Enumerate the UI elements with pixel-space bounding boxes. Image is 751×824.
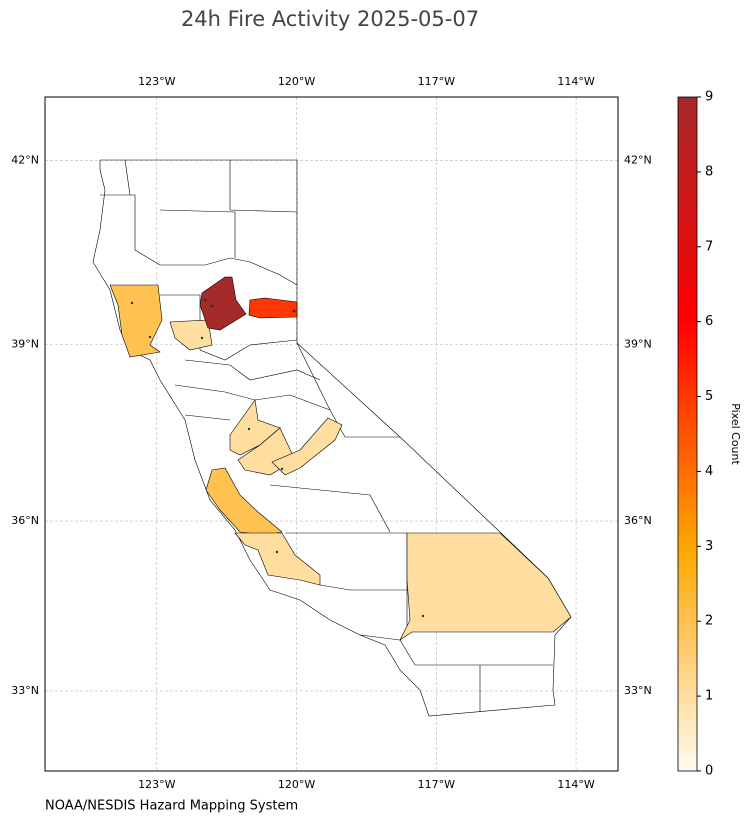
county-lines (319, 584, 407, 591)
detection (292, 309, 296, 313)
county-region (234, 532, 321, 586)
county-lines (159, 209, 236, 258)
map-frame (44, 96, 619, 772)
colorbar-tick-label: 7 (705, 239, 713, 254)
x-tick-label-top: 117°W (418, 75, 455, 88)
california-map (92, 159, 572, 717)
colorbar-ticks: 0 1 2 3 4 5 6 7 8 9 (697, 90, 713, 779)
y-tick-label-right: 39°N (624, 337, 652, 350)
title: 24h Fire Activity 2025-05-07 (181, 7, 479, 31)
x-tick-label-top: 114°W (557, 75, 594, 88)
county-lines (184, 414, 231, 421)
x-tick-label-top: 120°W (278, 75, 315, 88)
colorbar-tick-label: 1 (705, 689, 713, 704)
y-tick-label: 39°N (11, 337, 39, 350)
colorbar-tick-label: 2 (705, 614, 713, 629)
x-tick-label: 117°W (418, 778, 455, 791)
county-region (109, 284, 163, 358)
x-tick-label: 114°W (557, 778, 594, 791)
fire-regions (109, 276, 572, 641)
colorbar-tick-label: 4 (705, 464, 713, 479)
detection (210, 304, 214, 308)
county-lines (124, 159, 131, 196)
detection (203, 298, 207, 302)
colorbar-tick-label: 9 (705, 90, 713, 105)
detection (148, 335, 152, 339)
detection (247, 427, 251, 431)
colorbar-tick-label: 5 (705, 389, 713, 404)
county-lines (100, 194, 298, 286)
y-tick-label-right: 42°N (624, 153, 652, 166)
x-tick-label: 123°W (138, 778, 175, 791)
colorbar (677, 96, 698, 772)
county-lines (184, 359, 321, 381)
detection (130, 301, 134, 305)
colorbar-tick-label: 0 (705, 764, 713, 779)
y-tick-label-right: 33°N (624, 684, 652, 697)
colorbar-label: Pixel Count (729, 403, 742, 465)
detection (421, 614, 425, 618)
y-tick-label: 33°N (11, 684, 39, 697)
county-lines (160, 294, 298, 361)
county-region (271, 417, 343, 476)
source-note: NOAA/NESDIS Hazard Mapping System (45, 799, 298, 814)
county-lines (359, 634, 553, 666)
x-tick-label-top: 123°W (138, 75, 175, 88)
detection (275, 550, 279, 554)
county-region (248, 297, 298, 319)
county-lines (269, 484, 391, 533)
county-region (205, 467, 283, 536)
colorbar-tick-label: 6 (705, 314, 713, 329)
y-tick-label-right: 36°N (624, 514, 652, 527)
colorbar-tick-label: 8 (705, 164, 713, 179)
x-tick-label: 120°W (278, 778, 315, 791)
colorbar-tick-label: 3 (705, 539, 713, 554)
axis-ticks: 123°W 123°W 120°W 120°W 117°W 117°W 114°W 114°W… (11, 75, 651, 791)
county-lines (229, 160, 298, 213)
county-region (399, 532, 572, 641)
y-tick-label: 42°N (11, 153, 39, 166)
detection (280, 467, 284, 471)
y-tick-label: 36°N (11, 514, 39, 527)
county-region (169, 319, 213, 351)
county-lines (285, 532, 408, 632)
detection (200, 336, 204, 340)
county-region (199, 276, 247, 331)
fire-detections (130, 298, 425, 618)
